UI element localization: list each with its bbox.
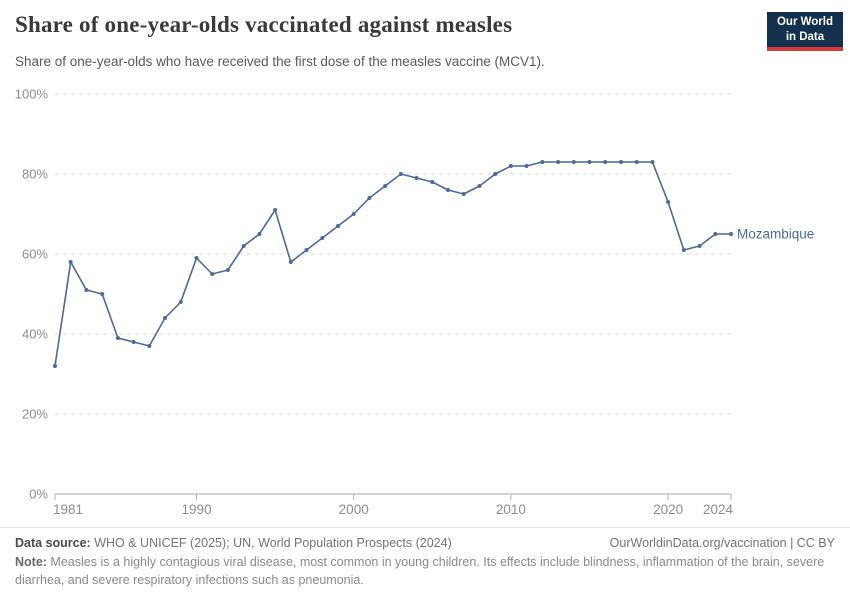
data-point: [383, 184, 388, 188]
data-point: [178, 300, 183, 304]
note-label: Note:: [15, 555, 47, 569]
data-point: [713, 232, 718, 236]
series-label-mozambique: Mozambique: [737, 227, 814, 242]
owid-logo-line1: Our World: [776, 16, 833, 29]
data-point: [225, 268, 230, 272]
data-point: [446, 188, 450, 192]
y-tick-label: 80%: [22, 167, 48, 182]
data-point: [336, 224, 340, 228]
data-point: [115, 336, 120, 340]
data-point: [619, 160, 623, 164]
data-point: [666, 200, 671, 204]
page-title: Share of one-year-olds vaccinated agains…: [15, 12, 513, 37]
owid-logo-line2: in Data: [785, 30, 825, 43]
data-point: [540, 160, 545, 164]
data-point: [587, 160, 592, 164]
data-point: [100, 292, 105, 296]
data-point: [398, 172, 403, 176]
data-point: [131, 340, 136, 344]
data-point: [351, 212, 356, 216]
note: Note: Measles is a highly contagious vir…: [15, 554, 835, 590]
x-tick-label: 2020: [653, 502, 683, 517]
data-point: [257, 232, 262, 236]
data-point: [194, 256, 199, 260]
data-point: [414, 176, 419, 180]
data-point: [273, 208, 278, 212]
attribution-link[interactable]: OurWorldinData.org/vaccination | CC BY: [609, 536, 835, 550]
data-point: [697, 244, 702, 248]
x-tick-label: 1990: [181, 502, 211, 517]
y-tick-label: 0%: [29, 487, 48, 502]
data-point: [461, 192, 466, 196]
data-source-label: Data source:: [15, 536, 91, 550]
y-tick-label: 20%: [22, 407, 48, 422]
owid-logo[interactable]: Our World in Data: [767, 12, 843, 51]
data-point: [650, 160, 655, 164]
data-point: [367, 196, 372, 200]
data-point: [430, 180, 435, 184]
data-source: Data source: WHO & UNICEF (2025); UN, Wo…: [15, 536, 452, 550]
chart-footer: Data source: WHO & UNICEF (2025); UN, Wo…: [0, 527, 850, 600]
page-subtitle: Share of one-year-olds who have received…: [15, 54, 545, 69]
x-tick-label: 1981: [53, 502, 83, 517]
owid-logo-text: Our World in Data: [777, 15, 833, 43]
y-tick-label: 100%: [15, 87, 49, 102]
x-tick-label: 2010: [496, 502, 526, 517]
data-point: [477, 184, 482, 188]
data-point: [508, 164, 513, 168]
data-point: [304, 248, 309, 252]
data-point: [729, 232, 733, 236]
x-tick-label: 2000: [339, 502, 369, 517]
data-point: [320, 236, 325, 240]
data-point: [53, 364, 57, 368]
data-point: [210, 272, 215, 276]
x-tick-label: 2024: [703, 502, 734, 517]
source-row: Data source: WHO & UNICEF (2025); UN, Wo…: [15, 536, 835, 550]
data-point: [571, 160, 576, 164]
data-point: [556, 160, 561, 164]
data-point: [603, 160, 608, 164]
data-point: [524, 164, 529, 168]
data-point: [634, 160, 639, 164]
line-chart: 0% 20% 40% 60% 80% 100% 1981 1990 2000 2010 2020 20…: [15, 87, 815, 518]
data-point: [68, 260, 73, 264]
data-point: [241, 244, 246, 248]
data-point: [84, 288, 89, 292]
y-tick-label: 60%: [22, 247, 48, 262]
data-point: [147, 344, 152, 348]
data-point: [288, 260, 293, 264]
data-point: [493, 172, 498, 176]
data-point: [681, 248, 686, 252]
y-tick-label: 40%: [22, 327, 48, 342]
note-text: Measles is a highly contagious viral dis…: [15, 555, 825, 587]
data-source-value: WHO & UNICEF (2025); UN, World Populatio…: [90, 536, 452, 550]
data-point: [163, 316, 167, 320]
series-line-mozambique: [54, 161, 731, 367]
